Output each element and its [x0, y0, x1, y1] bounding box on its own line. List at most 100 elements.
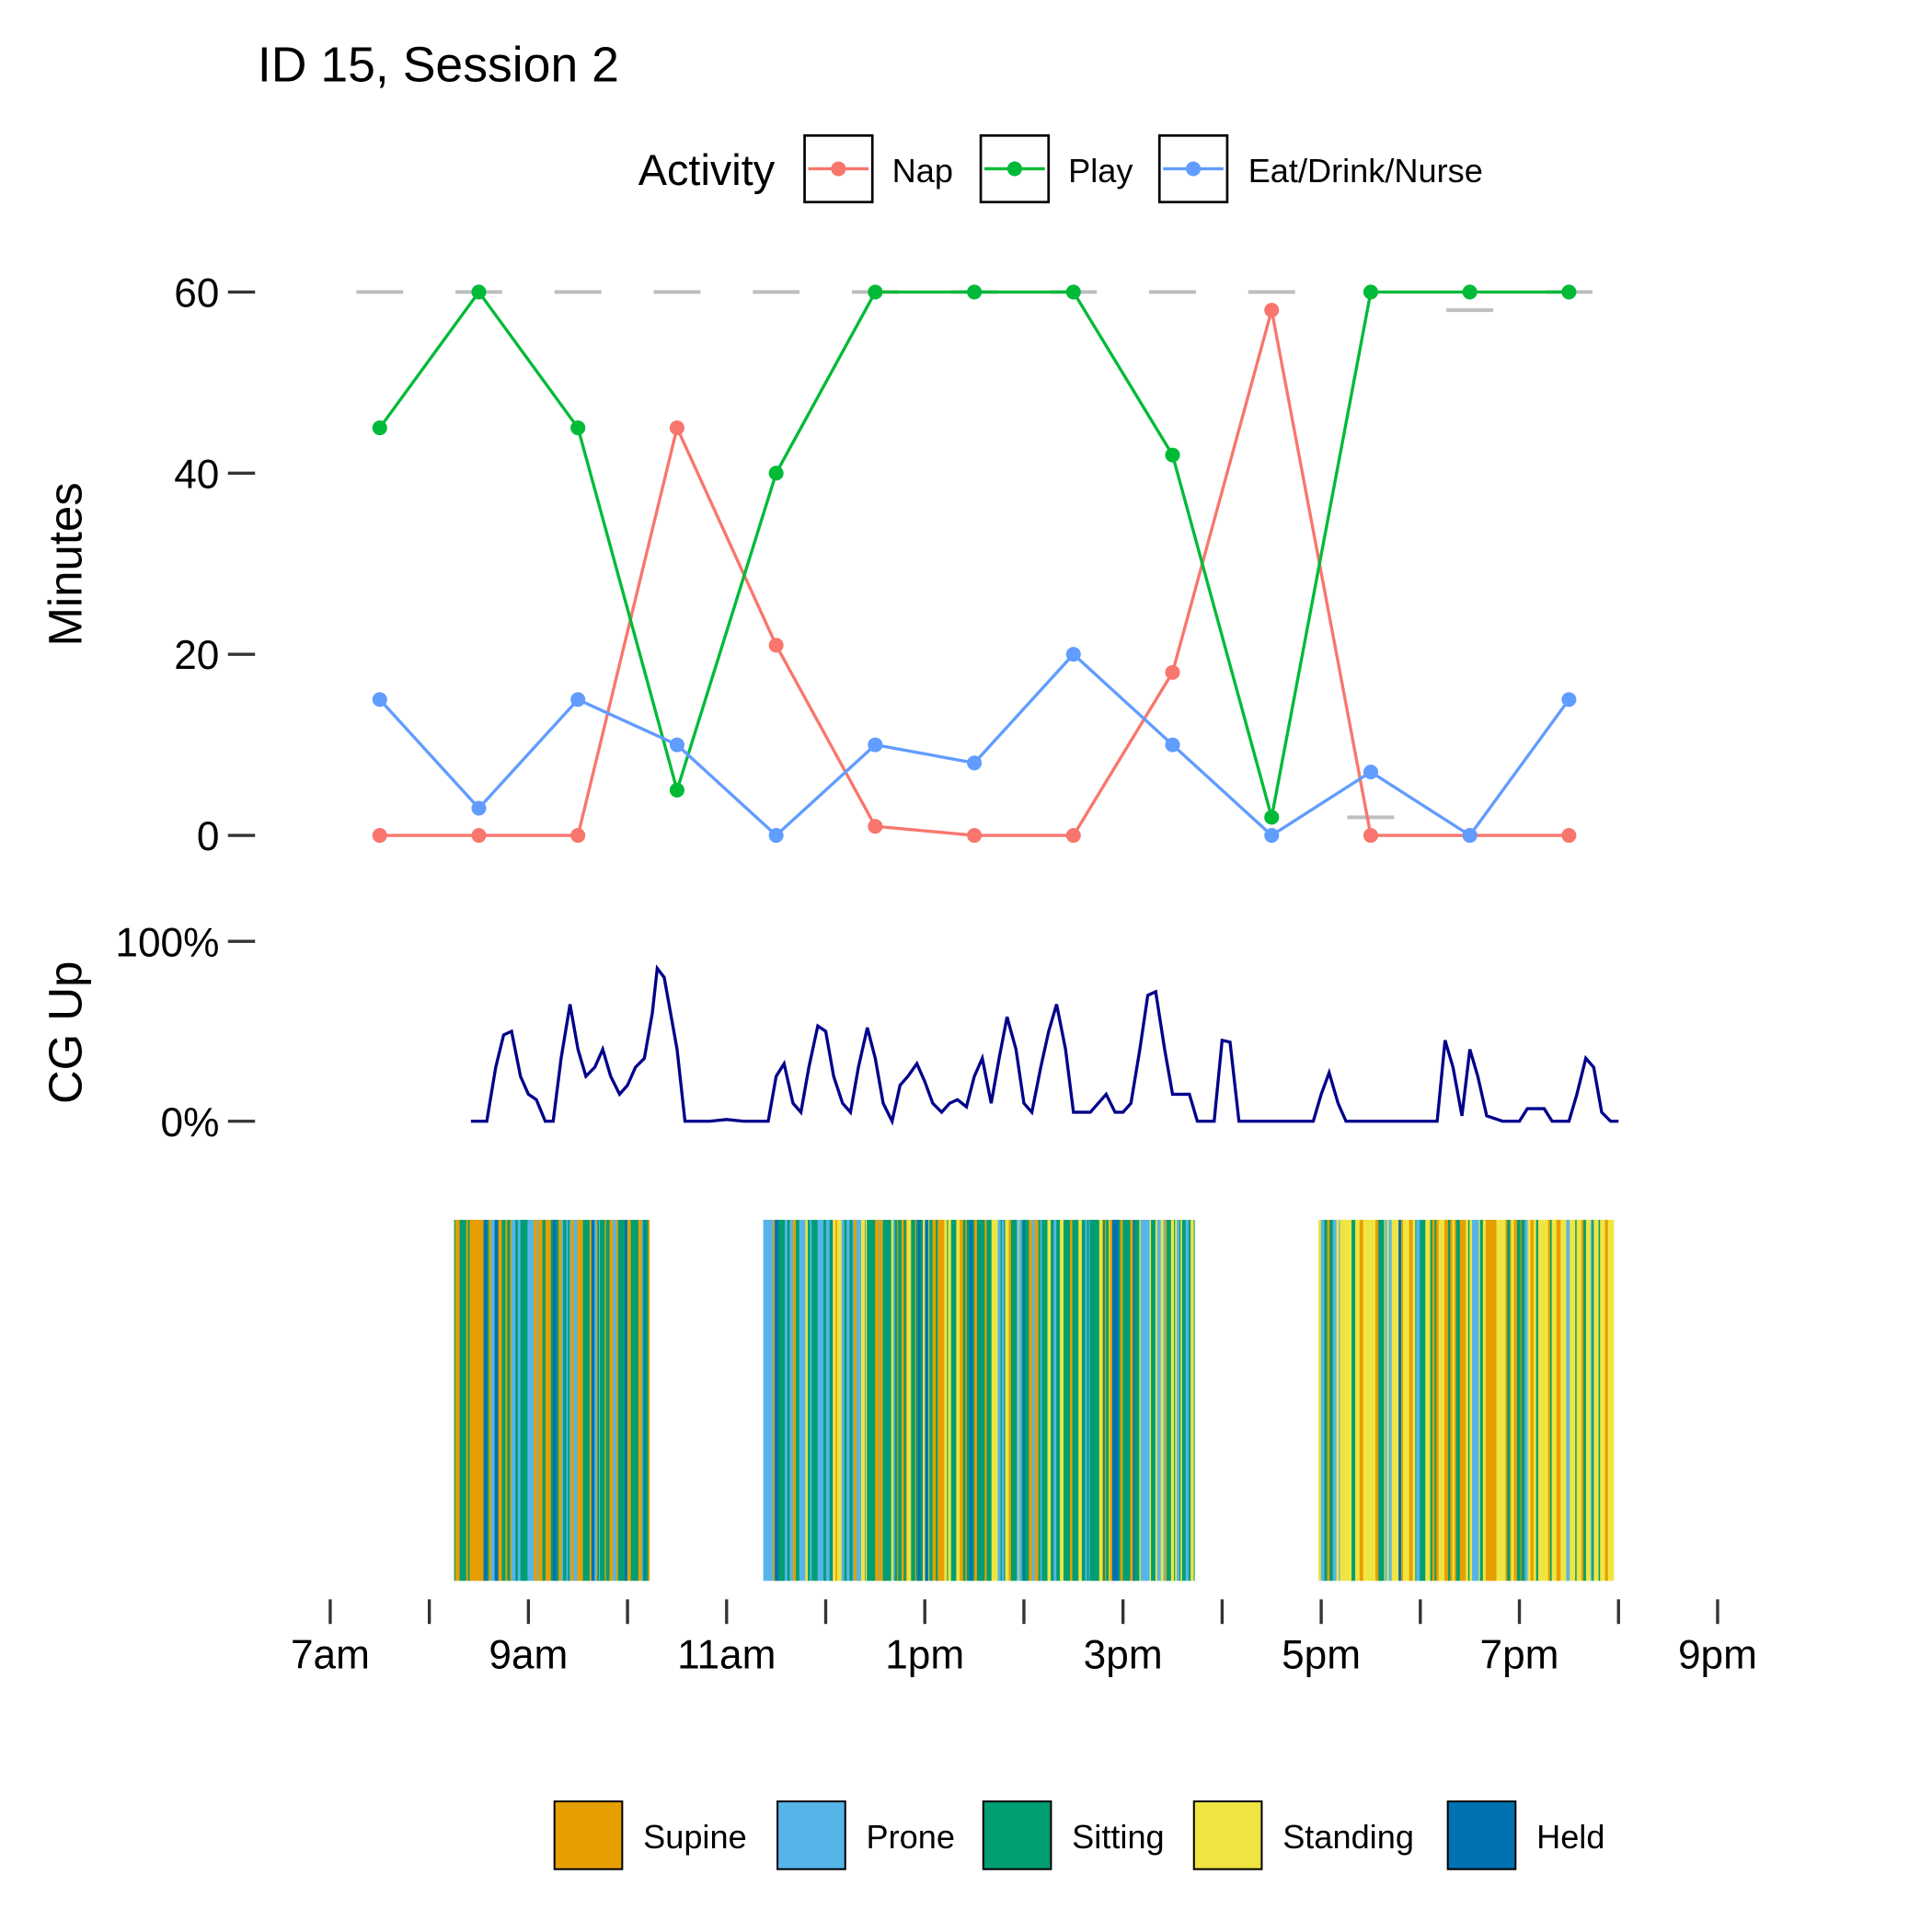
position-stripe-sitting: [914, 1219, 916, 1581]
position-stripe-standing: [805, 1219, 809, 1581]
position-stripe-prone: [846, 1219, 850, 1581]
position-stripe-standing: [1391, 1219, 1394, 1581]
position-stripe-supine: [1492, 1219, 1497, 1581]
position-stripe-sitting: [621, 1219, 626, 1581]
position-stripe-sitting: [524, 1219, 527, 1581]
position-stripe-standing: [991, 1219, 994, 1581]
position-stripe-standing: [1593, 1219, 1598, 1581]
position-stripe-sitting: [990, 1219, 993, 1581]
minutes-y-label: Minutes: [39, 482, 91, 646]
position-stripe-prone: [599, 1219, 601, 1581]
position-stripe-standing: [1368, 1219, 1373, 1581]
position-stripe-sitting: [1420, 1219, 1423, 1581]
x-tick-label: 3pm: [1084, 1632, 1163, 1677]
position-stripe-sitting: [634, 1219, 637, 1581]
data-point: [1363, 284, 1378, 300]
position-stripe-supine: [577, 1219, 581, 1581]
position-stripe-standing: [1060, 1219, 1064, 1581]
position-stripe-prone: [1566, 1219, 1570, 1581]
position-stripe-supine: [458, 1219, 460, 1581]
position-stripe-sitting: [976, 1219, 979, 1581]
position-stripe-sitting: [1056, 1219, 1061, 1581]
position-stripe-standing: [1597, 1219, 1600, 1581]
position-stripe-sitting: [1026, 1219, 1029, 1581]
position-stripe-standing: [1139, 1219, 1142, 1581]
position-stripe-standing: [1469, 1219, 1471, 1581]
position-stripe-prone: [1385, 1219, 1388, 1581]
position-stripe-standing: [1355, 1219, 1357, 1581]
position-stripe-sitting: [617, 1219, 622, 1581]
position-stripe-sitting: [1324, 1219, 1328, 1581]
position-stripe-sitting: [1434, 1219, 1437, 1581]
position-stripe-standing: [1005, 1219, 1009, 1581]
position-stripe-supine: [638, 1219, 642, 1581]
position-stripe-standing: [1533, 1219, 1537, 1581]
position-stripe-prone: [573, 1219, 575, 1581]
position-stripe-standing: [865, 1219, 868, 1581]
position-stripe-supine: [1454, 1219, 1457, 1581]
y-tick-label: 0: [197, 814, 220, 859]
position-stripe-sitting: [507, 1219, 511, 1581]
position-stripe-sitting: [1154, 1219, 1156, 1581]
position-stripe-prone: [892, 1219, 895, 1581]
position-stripe-standing: [1576, 1219, 1580, 1581]
position-stripe-sitting: [1457, 1219, 1461, 1581]
position-stripe-sitting: [829, 1219, 833, 1581]
position-stripe-sitting: [849, 1219, 854, 1581]
position-stripe-sitting: [1507, 1219, 1511, 1581]
legend-swatch-held: [1446, 1800, 1517, 1870]
position-stripe-sitting: [603, 1219, 605, 1581]
position-stripe-prone: [594, 1219, 597, 1581]
position-stripe-sitting: [1051, 1219, 1054, 1581]
position-stripe-sitting: [1479, 1219, 1482, 1581]
position-stripe-standing: [1496, 1219, 1501, 1581]
position-stripe-standing: [1317, 1219, 1320, 1581]
position-stripe-sitting: [950, 1219, 954, 1581]
position-stripe-held: [1133, 1219, 1135, 1581]
position-stripe-sitting: [929, 1219, 933, 1581]
position-stripe-sitting: [636, 1219, 639, 1581]
position-stripe-supine: [1520, 1219, 1522, 1581]
data-point: [570, 828, 586, 844]
legend-label: Play: [1068, 152, 1133, 190]
data-point: [967, 828, 983, 844]
position-stripe-prone: [821, 1219, 824, 1581]
position-stripe-sitting: [1193, 1219, 1195, 1581]
position-stripe-sitting: [597, 1219, 600, 1581]
position-stripe-sitting: [1094, 1219, 1097, 1581]
position-stripe-standing: [1160, 1219, 1165, 1581]
position-stripe-supine: [570, 1219, 575, 1581]
position-stripe-sitting: [1575, 1219, 1578, 1581]
x-tick-label: 9pm: [1678, 1632, 1757, 1677]
cg-up-panel: 0% 100%: [115, 920, 1619, 1145]
position-stripe-prone: [1476, 1219, 1479, 1581]
data-point: [868, 737, 883, 753]
position-stripe-prone: [843, 1219, 845, 1581]
position-stripe-held: [494, 1219, 500, 1581]
position-stripe-standing: [891, 1219, 894, 1581]
position-stripe-sitting: [983, 1219, 985, 1581]
position-stripe-supine: [984, 1219, 987, 1581]
position-stripe-supine: [469, 1219, 474, 1581]
position-stripe-held: [775, 1219, 779, 1581]
position-stripe-prone: [852, 1219, 855, 1581]
data-point: [1561, 692, 1577, 707]
cgup-y-label: CG Up: [39, 961, 91, 1104]
position-stripe-standing: [1564, 1219, 1567, 1581]
position-stripe-supine: [1558, 1219, 1561, 1581]
position-stripe-held: [917, 1219, 922, 1581]
position-stripe-sitting: [1583, 1219, 1587, 1581]
position-stripe-sitting: [586, 1219, 591, 1581]
position-stripe-sitting: [815, 1219, 819, 1581]
position-stripe-sitting: [563, 1219, 567, 1581]
position-stripe-supine: [773, 1219, 776, 1581]
position-stripe-sitting: [1381, 1219, 1385, 1581]
position-stripe-supine: [1462, 1219, 1466, 1581]
position-stripe-sitting: [1521, 1219, 1525, 1581]
minutes-panel: 0 20 40 60: [174, 270, 1593, 859]
data-point: [1363, 765, 1378, 780]
activity-legend: Activity Nap Play Eat/Drink/Nurse: [638, 133, 1483, 203]
position-stripe-prone: [1140, 1219, 1144, 1581]
position-stripe-sitting: [1043, 1219, 1048, 1581]
